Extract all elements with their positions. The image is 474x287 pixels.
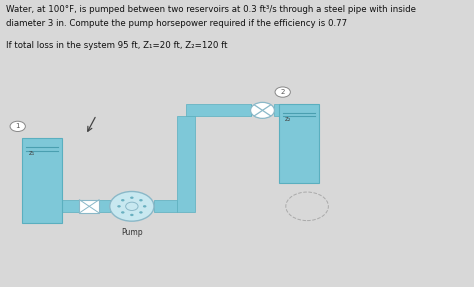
Text: z₁: z₁ [28, 150, 35, 156]
Circle shape [139, 199, 143, 201]
Circle shape [121, 199, 125, 201]
Bar [186, 104, 251, 116]
Text: Water, at 100°F, is pumped between two reservoirs at 0.3 ft³/s through a steel p: Water, at 100°F, is pumped between two r… [6, 5, 416, 14]
Circle shape [117, 205, 121, 208]
Circle shape [121, 211, 125, 214]
Circle shape [130, 214, 134, 216]
Circle shape [109, 191, 154, 221]
Circle shape [130, 197, 134, 199]
Circle shape [251, 102, 274, 118]
Text: Pump: Pump [121, 228, 143, 237]
Bar [177, 116, 195, 212]
Text: 2: 2 [281, 89, 285, 95]
Circle shape [275, 87, 291, 97]
Text: 1: 1 [16, 123, 20, 129]
Circle shape [139, 211, 143, 214]
Circle shape [143, 205, 146, 208]
Bar [279, 104, 319, 183]
Text: If total loss in the system 95 ft, Z₁=20 ft, Z₂=120 ft: If total loss in the system 95 ft, Z₁=20… [6, 41, 228, 50]
Text: z₂: z₂ [285, 116, 292, 122]
Bar [63, 200, 80, 212]
Bar [99, 200, 109, 212]
Circle shape [10, 121, 26, 131]
Bar [80, 200, 99, 213]
Text: diameter 3 in. Compute the pump horsepower required if the efficiency is 0.77: diameter 3 in. Compute the pump horsepow… [6, 19, 347, 28]
Bar [282, 116, 300, 121]
Bar [274, 104, 279, 116]
Bar [22, 138, 63, 224]
Bar [154, 200, 177, 212]
